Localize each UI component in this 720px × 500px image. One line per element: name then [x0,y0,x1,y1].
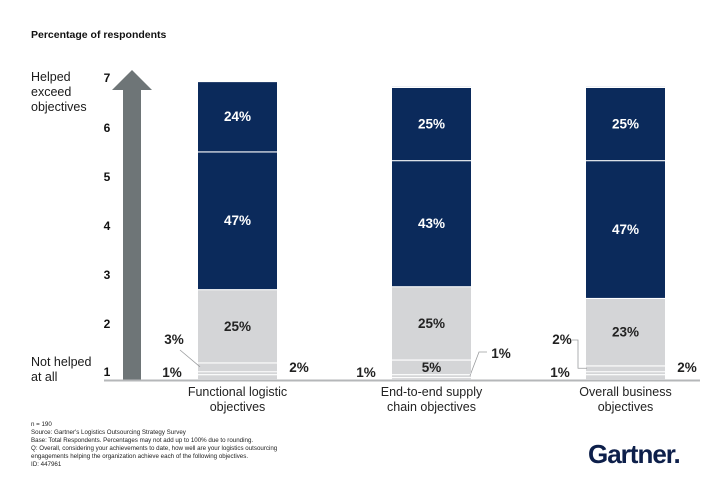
bar-segment [586,365,665,372]
data-label: 2% [552,332,572,347]
leader-line [469,351,487,376]
data-label: 5% [422,360,442,375]
data-label: 1% [356,365,376,380]
scale-tick-5: 5 [104,170,111,184]
bar-segment [198,289,277,363]
scale-tick-4: 4 [104,219,111,233]
bar-segment [198,362,277,372]
data-label: 23% [612,325,639,340]
data-label: 3% [164,332,184,347]
scale-bottom-label: Not helped at all [31,355,92,384]
footnote-n: n = 190 [31,421,52,428]
logo-text: Gartner [588,439,674,469]
bar-segment [586,374,665,380]
bar-segment [198,374,277,380]
data-label: 25% [612,117,639,132]
leader-line [572,339,587,369]
category-label: objectives [210,400,266,414]
bar-segment [586,371,665,375]
chart-title: Percentage of respondents [31,29,167,41]
footnote-id: ID: 447961 [31,461,62,468]
scale-tick-1: 1 [104,365,111,379]
logo-dot: . [673,439,681,469]
data-label: 47% [224,213,251,228]
data-label: 24% [224,109,251,124]
scale-tick-2: 2 [104,317,111,331]
footnote-source: Source: Gartner's Logistics Outsourcing … [31,429,186,436]
category-label: objectives [598,400,654,414]
bar-segment [392,374,471,378]
category-label: Overall business [579,385,671,399]
bar-segment [392,160,471,287]
data-label: 25% [418,316,445,331]
scale-tick-3: 3 [104,268,111,282]
data-label: 1% [162,365,182,380]
bar-segment [392,359,471,375]
leader-line [179,349,201,368]
scale-arrow-icon [112,70,152,380]
footnote-base: Base: Total Respondents. Percentages may… [31,437,254,444]
category-label: chain objectives [387,400,476,414]
data-label: 2% [289,360,309,375]
category-label: Functional logistic [188,385,287,399]
bar-segment [392,286,471,360]
scale-tick-6: 6 [104,121,111,135]
bar-segment [198,151,277,290]
scale-top-label: Helped exceed objectives [31,70,87,114]
scale-tick-7: 7 [104,71,111,85]
bar-segment [198,81,277,152]
data-label: 43% [418,216,445,231]
data-label: 2% [677,360,697,375]
bar-segment [392,377,471,380]
footnotes: n = 190 Source: Gartner's Logistics Outs… [31,421,361,469]
bar-segment [586,160,665,298]
footnote-question-2: engagements helping the organization ach… [31,453,249,460]
data-label: 25% [418,117,445,132]
category-label: End-to-end supply [381,385,483,399]
bar-segment [586,297,665,366]
data-label: 25% [224,319,251,334]
bar-segment [198,371,277,375]
bar-segment [392,86,471,161]
bar-segment [586,86,665,161]
footnote-question-1: Q: Overall, considering your achievement… [31,445,278,452]
gartner-logo: Gartner. [588,439,681,470]
data-label: 1% [550,365,570,380]
data-label: 47% [612,222,639,237]
data-label: 1% [491,346,511,361]
